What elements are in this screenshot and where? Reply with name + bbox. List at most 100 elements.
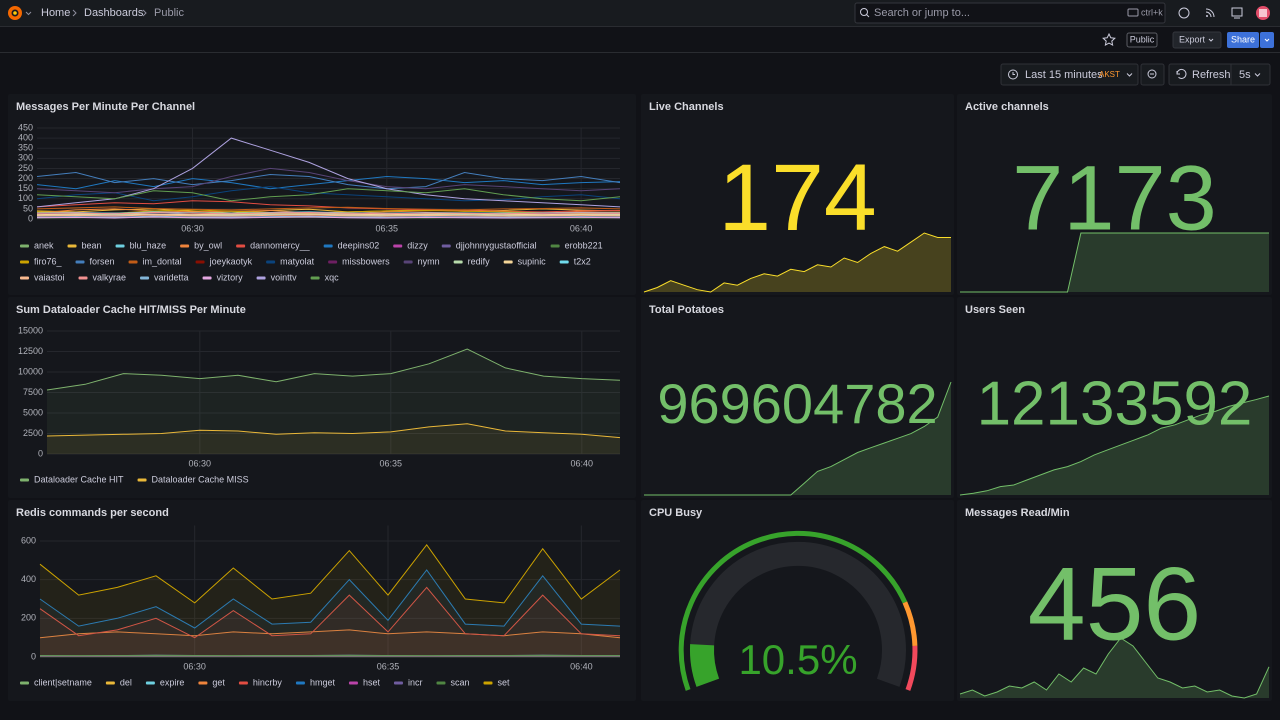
search-box[interactable]: Search or jump to... ctrl+k [854, 2, 1166, 24]
caret [1208, 38, 1214, 42]
series-line [36, 167, 621, 194]
y-tick-label: 200 [18, 173, 33, 183]
grafana-logo[interactable] [8, 6, 32, 20]
legend-label: expire [160, 677, 185, 687]
legend-marker [256, 276, 266, 280]
panel [641, 297, 954, 498]
badge [1126, 32, 1158, 48]
stat-value: 174 [718, 145, 877, 251]
refresh-interval[interactable]: 5s [1239, 69, 1251, 81]
y-tick-label: 15000 [18, 325, 43, 335]
legend-label: Dataloader Cache HIT [34, 474, 124, 484]
legend-marker [266, 260, 276, 264]
legend-label: xqc [325, 272, 340, 282]
avatar[interactable] [1256, 6, 1270, 20]
threshold-band [905, 645, 918, 691]
legend-marker [550, 244, 560, 248]
refresh-icon [1176, 68, 1187, 79]
series-area [40, 544, 620, 657]
panel [641, 94, 954, 295]
caret [1254, 73, 1261, 77]
search-placeholder: Search or jump to... [874, 7, 970, 19]
legend-marker [323, 244, 333, 248]
threshold-band [678, 530, 908, 691]
sparkline-area [644, 233, 951, 292]
y-tick-label: 10000 [18, 366, 43, 376]
panel [957, 94, 1272, 295]
series-line [36, 171, 621, 190]
legend-marker [403, 260, 413, 264]
star-button[interactable] [1102, 32, 1116, 47]
legend-label: djjohnnygustaofficial [456, 240, 537, 250]
y-tick-label: 450 [18, 122, 33, 132]
series-line [39, 586, 621, 639]
panel-title: Total Potatoes [649, 304, 724, 316]
zoom-icon [1147, 69, 1157, 79]
gauge-track [690, 541, 906, 687]
series-line [46, 348, 621, 391]
legend-label: viztory [217, 272, 244, 282]
legend-marker [393, 681, 403, 685]
legend-marker [559, 260, 569, 264]
panel-title: Live Channels [649, 101, 724, 113]
series-line [36, 137, 621, 208]
y-tick-label: 5000 [23, 407, 43, 417]
chevron [72, 9, 77, 17]
threshold-band [902, 601, 918, 647]
refresh-button[interactable] [1168, 63, 1271, 86]
series-line [39, 543, 621, 604]
legend-label: hincrby [253, 677, 283, 687]
legend-label: vaiastoi [34, 272, 65, 282]
legend-label: vointtv [271, 272, 298, 282]
badge-text: Public [1130, 34, 1155, 44]
y-tick-label: 50 [23, 203, 33, 213]
y-tick-label: 0 [38, 448, 43, 458]
legend-label: get [212, 677, 225, 687]
export-button[interactable] [1172, 31, 1222, 49]
y-tick-label: 600 [21, 535, 36, 545]
legend-label: valkyrae [93, 272, 127, 282]
panel-title: Messages Read/Min [965, 507, 1070, 519]
sparkline [644, 381, 952, 496]
legend-label: joeykaotyk [209, 256, 253, 266]
panel-title: CPU Busy [649, 507, 703, 519]
panel [8, 94, 636, 295]
share-menu[interactable] [1260, 32, 1274, 48]
legend-marker [453, 260, 463, 264]
y-tick-label: 200 [21, 613, 36, 623]
sparkline-area [644, 382, 951, 495]
series-line [36, 186, 621, 202]
kiosk-icon[interactable] [1231, 7, 1243, 19]
y-tick-label: 350 [18, 143, 33, 153]
legend-marker [503, 260, 513, 264]
x-tick-label: 06:40 [571, 458, 594, 468]
stat-value: 7173 [1012, 147, 1217, 249]
series-line [36, 200, 621, 213]
panel-title: Redis commands per second [16, 507, 169, 519]
breadcrumb[interactable]: Dashboards [84, 7, 144, 19]
help-icon[interactable] [1178, 7, 1190, 19]
legend-label: bean [82, 240, 102, 250]
series-line [36, 175, 621, 190]
legend-marker [137, 478, 147, 482]
legend-marker [20, 260, 29, 264]
series-line [39, 629, 621, 639]
y-tick-label: 12500 [18, 346, 43, 356]
news-icon[interactable] [1205, 8, 1215, 18]
timezone: AKST [1099, 70, 1120, 79]
legend-label: scan [450, 677, 469, 687]
clock-hands [1012, 72, 1015, 75]
breadcrumb[interactable]: Home [41, 7, 70, 19]
series-area [47, 349, 620, 454]
time-picker[interactable] [1000, 63, 1139, 86]
x-tick-label: 06:35 [380, 458, 403, 468]
legend-label: client|setname [34, 677, 92, 687]
y-tick-label: 400 [18, 132, 33, 142]
legend-marker [310, 276, 320, 280]
panel [641, 500, 954, 701]
share-button[interactable] [1227, 32, 1259, 48]
legend-label: anek [34, 240, 54, 250]
legend-label: blu_haze [130, 240, 167, 250]
y-tick-label: 0 [31, 651, 36, 661]
